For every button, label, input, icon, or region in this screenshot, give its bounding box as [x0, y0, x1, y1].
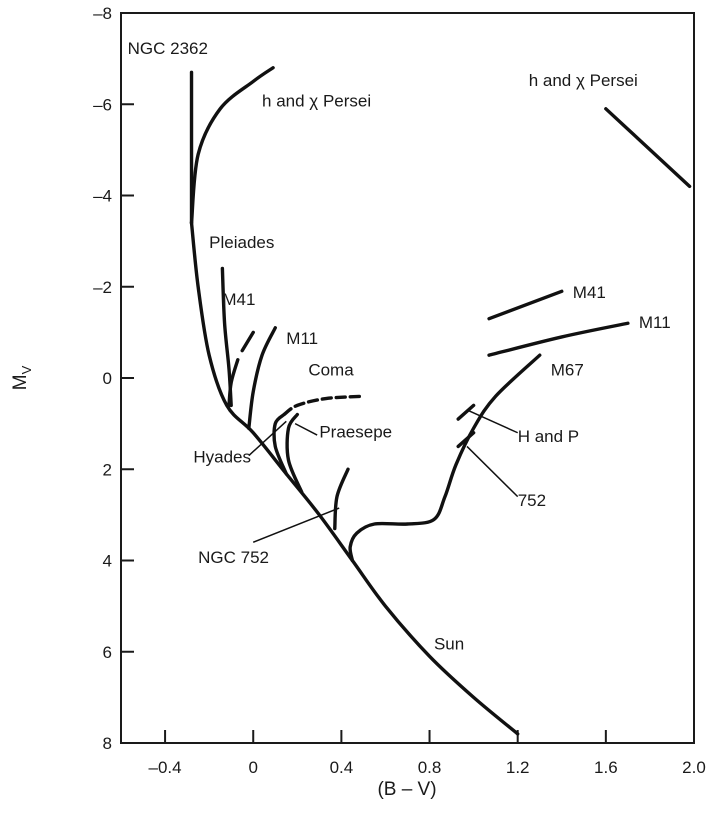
- annotation-h-and-persei: h and χ Persei: [529, 71, 638, 90]
- series-m11: [247, 326, 277, 430]
- annotation-pleiades: Pleiades: [209, 233, 274, 252]
- series-m41-giants: [487, 289, 564, 321]
- x-tick-label: 0: [248, 758, 257, 777]
- y-tick-label: –4: [93, 187, 112, 206]
- series-coma: [282, 394, 366, 417]
- annotation-ngc-752: NGC 752: [198, 548, 269, 567]
- annotation-h-and-p: H and P: [518, 427, 579, 446]
- leader-line: [248, 420, 287, 457]
- annotation-m11: M11: [286, 329, 318, 348]
- y-axis: –8 –6 –4 –2 0 2 4 6 8: [93, 4, 134, 753]
- x-tick-label: 1.2: [506, 758, 530, 777]
- annotation-m11: M11: [639, 313, 671, 332]
- x-axis: –0.4 0 0.4 0.8 1.2 1.6 2.0: [149, 730, 706, 777]
- series-m41-upper-segment: [240, 330, 255, 353]
- annotation-m67: M67: [551, 361, 584, 380]
- annotation-752: 752: [518, 491, 546, 510]
- annotation-ngc-2362: NGC 2362: [128, 39, 208, 58]
- series-m11-giants: [487, 321, 630, 357]
- annotation-labels: NGC 2362 h and χ Persei h and χ Persei Plei…: [128, 39, 671, 653]
- series-hyades: [272, 412, 288, 476]
- annotation-m41: M41: [573, 283, 606, 302]
- y-axis-title-subscript: V: [19, 365, 34, 374]
- annotation-coma: Coma: [308, 361, 354, 380]
- x-tick-label: –0.4: [149, 758, 182, 777]
- series-h-and-p-giants: [456, 403, 476, 421]
- y-axis-title-main: M: [10, 374, 31, 390]
- series-h-and-persei-giants: [604, 107, 692, 189]
- y-axis-title: MV: [10, 365, 34, 390]
- y-tick-label: 6: [103, 643, 112, 662]
- series-m41: [227, 358, 240, 408]
- leader-line: [466, 445, 519, 498]
- y-tick-label: –6: [93, 95, 112, 114]
- x-tick-label: 0.4: [330, 758, 354, 777]
- leader-lines: [248, 409, 519, 543]
- series-praesepe: [285, 412, 304, 494]
- annotation-hyades: Hyades: [193, 447, 251, 466]
- series-h-and-persei: [189, 66, 275, 225]
- series-curves: [189, 66, 692, 736]
- annotation-praesepe: Praesepe: [319, 422, 392, 441]
- x-tick-label: 2.0: [682, 758, 706, 777]
- y-tick-label: 4: [103, 552, 112, 571]
- leader-line: [466, 409, 519, 434]
- annotation-sun: Sun: [434, 634, 464, 653]
- leader-line: [294, 422, 318, 436]
- y-tick-label: –8: [93, 4, 112, 23]
- series-m67: [348, 353, 542, 563]
- annotation-h-and-persei: h and χ Persei: [262, 92, 371, 111]
- x-axis-title: (B – V): [377, 779, 436, 800]
- leader-line: [252, 507, 340, 543]
- y-tick-label: –2: [93, 278, 112, 297]
- y-tick-label: 8: [103, 734, 112, 753]
- y-tick-label: 2: [103, 460, 112, 479]
- x-tick-label: 1.6: [594, 758, 618, 777]
- series-ngc-752: [333, 467, 350, 531]
- y-tick-label: 0: [103, 369, 112, 388]
- x-tick-label: 0.8: [418, 758, 442, 777]
- annotation-m41: M41: [222, 290, 255, 309]
